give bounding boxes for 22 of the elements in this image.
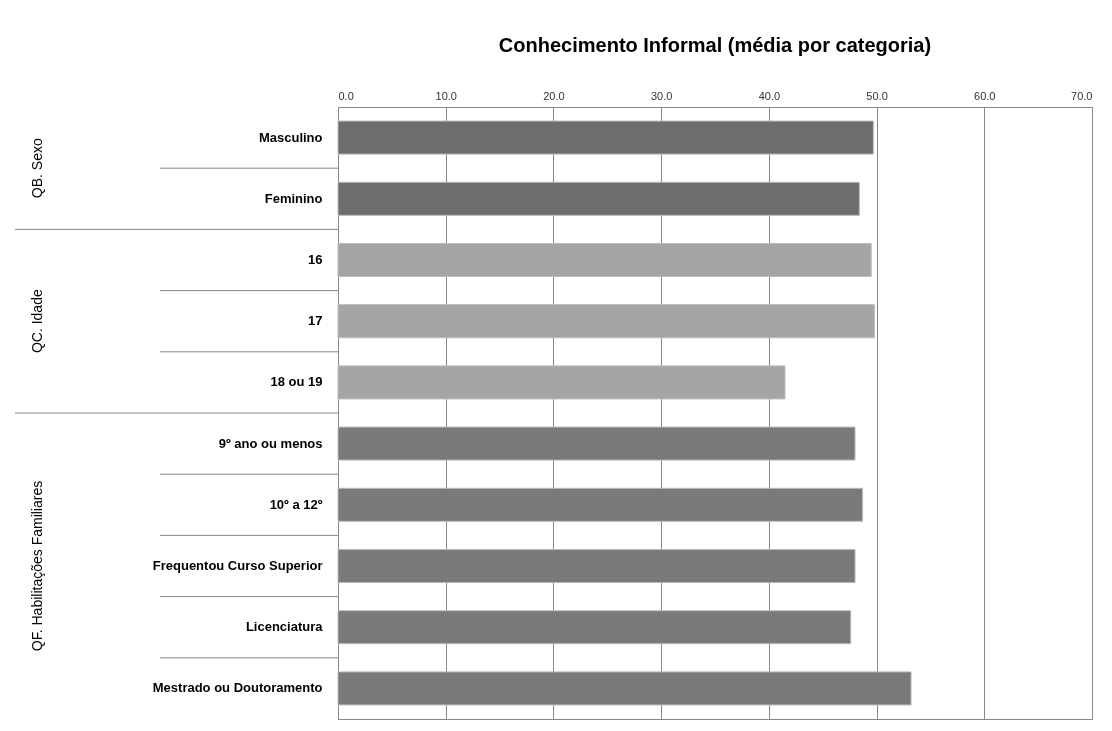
y-tick-label: 17 (308, 313, 323, 329)
text: QF. Habilitações Familiares (29, 480, 45, 652)
chart-title: Conhecimento Informal (média por categoria) (498, 34, 932, 56)
x-tick-label: 70.0 (1071, 89, 1093, 102)
text: QB. Sexo (29, 138, 45, 199)
y-tick-label: Frequentou Curso Superior (152, 558, 323, 573)
x-tick-label: 40.0 (758, 89, 781, 102)
y-tick-label: 9º ano ou menos (218, 435, 323, 451)
x-tick-label: 0.0 (338, 89, 354, 102)
x-tick-label: 30.0 (650, 89, 673, 102)
y-tick-label: 16 (308, 252, 323, 267)
x-tick-label: 60.0 (974, 89, 996, 102)
y-tick-label: Mestrado ou Doutoramento (152, 680, 323, 696)
y-tick-label: Masculino (258, 129, 323, 145)
text: QC. Idade (29, 289, 45, 354)
x-tick-label: 10.0 (435, 89, 457, 102)
x-tick-label: 50.0 (866, 89, 888, 102)
y-tick-label: Feminino (264, 190, 323, 206)
x-tick-label: 20.0 (543, 89, 565, 102)
y-tick-label: 18 ou 19 (270, 374, 323, 390)
y-tick-label: Licenciatura (245, 619, 324, 635)
y-tick-label: 10º a 12º (269, 496, 323, 512)
